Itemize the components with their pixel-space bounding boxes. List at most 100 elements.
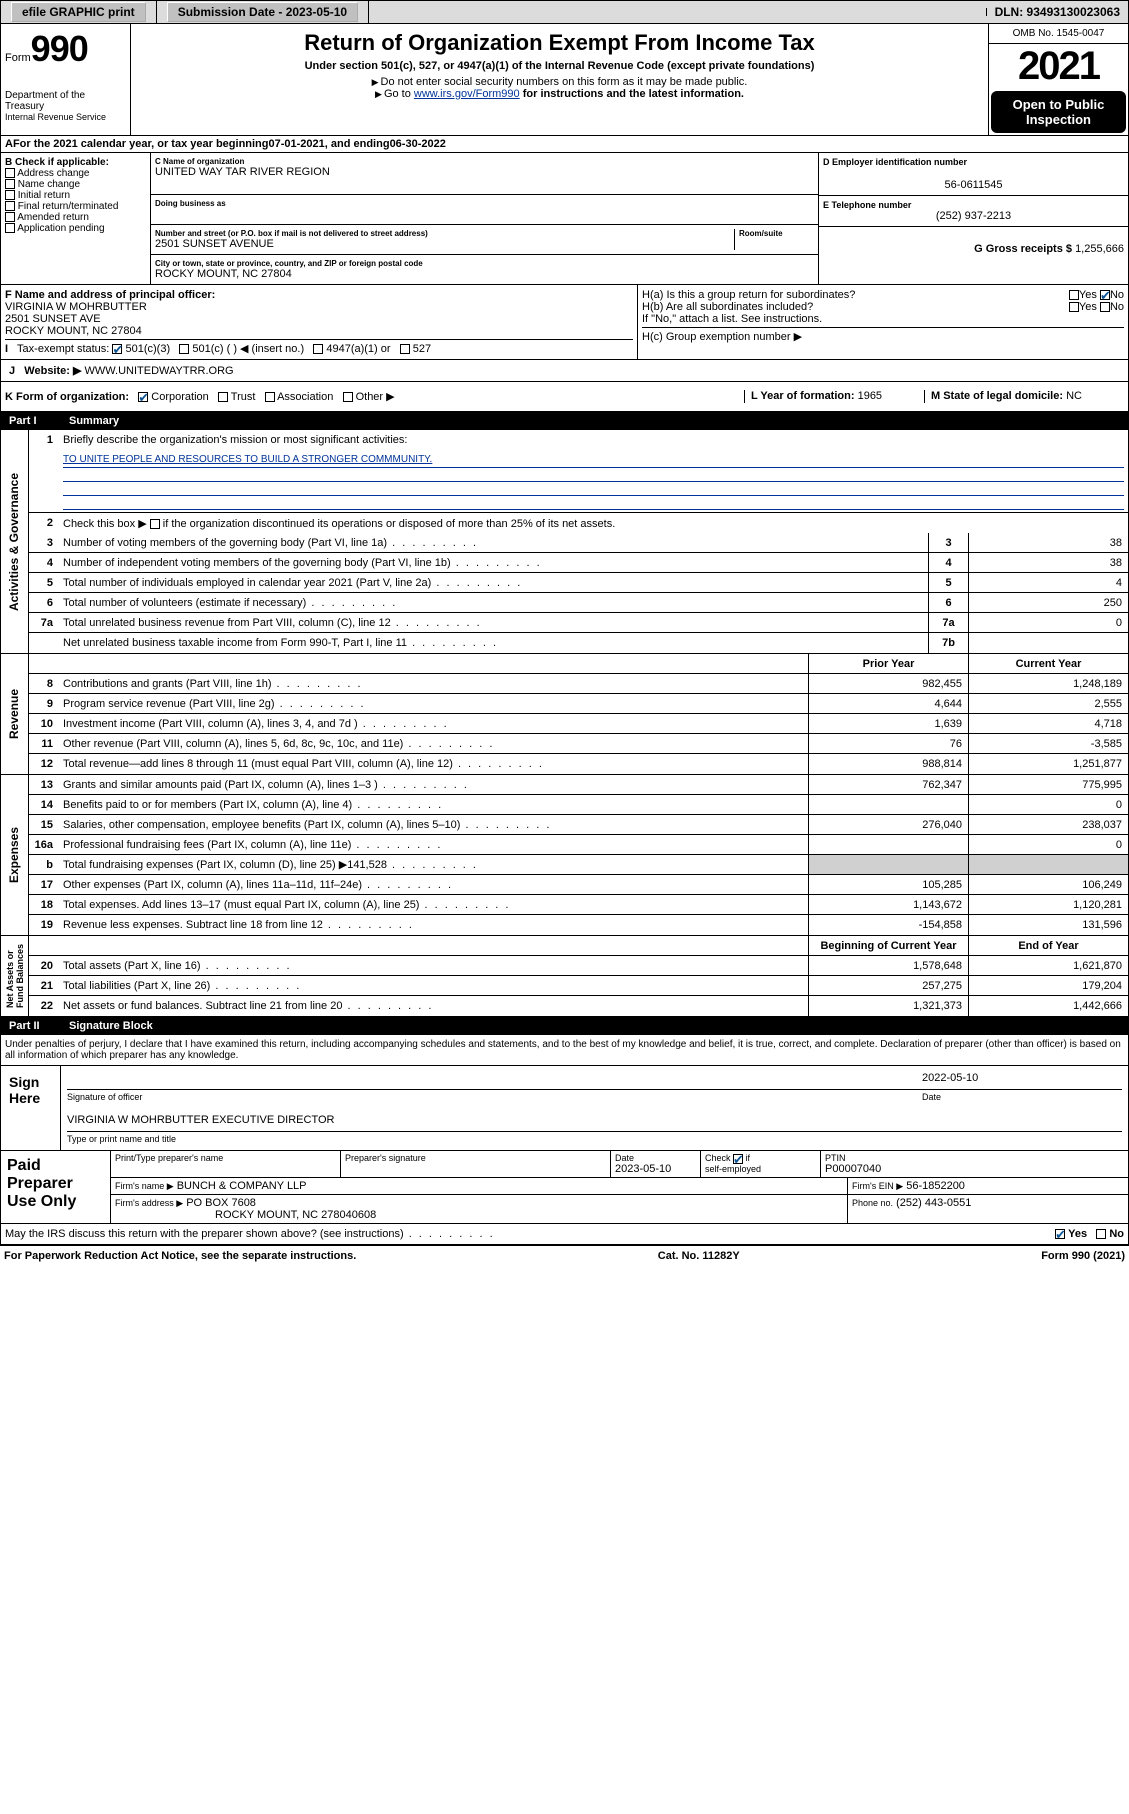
form-prefix: Form (5, 52, 31, 64)
current-value: 1,442,666 (968, 996, 1128, 1016)
chk-527[interactable] (400, 344, 410, 354)
chk-501c[interactable] (179, 344, 189, 354)
part1-header: Part ISummary (0, 412, 1129, 430)
chk-corp[interactable] (138, 392, 148, 402)
prior-value (808, 795, 968, 814)
prior-value: 1,143,672 (808, 895, 968, 914)
line-value (968, 633, 1128, 653)
summary-desc: Contributions and grants (Part VIII, lin… (59, 676, 808, 692)
q1-text: Briefly describe the organization's miss… (59, 432, 1128, 448)
part2-header: Part IISignature Block (0, 1017, 1129, 1035)
current-value: 1,621,870 (968, 956, 1128, 975)
chk-discontinued[interactable] (150, 519, 160, 529)
prep-date: 2023-05-10 (615, 1163, 696, 1175)
sign-here-label: Sign Here (1, 1066, 61, 1150)
current-value: 775,995 (968, 775, 1128, 794)
chk-hb-no[interactable] (1100, 302, 1110, 312)
activities-governance: Activities & Governance 1Briefly describ… (0, 430, 1129, 654)
chk-b-item[interactable] (5, 212, 15, 222)
line-box: 7a (928, 613, 968, 632)
summary-desc: Total expenses. Add lines 13–17 (must eq… (59, 897, 808, 913)
city-state-zip: ROCKY MOUNT, NC 27804 (155, 268, 814, 280)
footer-right: Form 990 (2021) (1041, 1250, 1125, 1262)
current-value: 1,248,189 (968, 674, 1128, 693)
summary-desc: Other expenses (Part IX, column (A), lin… (59, 877, 808, 893)
prior-value: 1,321,373 (808, 996, 968, 1016)
prior-value: 4,644 (808, 694, 968, 713)
current-value (968, 855, 1128, 874)
room-label: Room/suite (739, 229, 814, 238)
chk-ha-no[interactable] (1100, 290, 1110, 300)
col-end: End of Year (968, 936, 1128, 955)
paid-preparer-block: Paid Preparer Use Only Print/Type prepar… (0, 1151, 1129, 1224)
current-value: 4,718 (968, 714, 1128, 733)
name-label: C Name of organization (155, 157, 814, 166)
chk-self-employed[interactable] (733, 1154, 743, 1164)
tax-exempt-label: Tax-exempt status: (17, 343, 109, 355)
chk-discuss-yes[interactable] (1055, 1229, 1065, 1239)
chk-other[interactable] (343, 392, 353, 402)
dba-label: Doing business as (155, 199, 814, 208)
dln-text: DLN: 93493130023063 (987, 1, 1128, 23)
summary-desc: Total liabilities (Part X, line 26) (59, 978, 808, 994)
officer-label: F Name and address of principal officer: (5, 289, 215, 301)
line-value: 0 (968, 613, 1128, 632)
gross-value: 1,255,666 (1075, 243, 1124, 255)
hc-label: H(c) Group exemption number ▶ (642, 327, 1124, 343)
prior-value: 982,455 (808, 674, 968, 693)
form-number: 990 (31, 28, 88, 69)
note-goto-pre: Go to (375, 88, 414, 100)
submission-button[interactable]: Submission Date - 2023-05-10 (167, 2, 358, 22)
officer-addr2: ROCKY MOUNT, NC 27804 (5, 325, 142, 337)
chk-hb-yes[interactable] (1069, 302, 1079, 312)
summary-desc: Benefits paid to or for members (Part IX… (59, 797, 808, 813)
dept-treasury: Department of the Treasury (5, 90, 126, 112)
chk-b-item[interactable] (5, 190, 15, 200)
chk-b-item[interactable] (5, 179, 15, 189)
efile-button[interactable]: efile GRAPHIC print (11, 2, 146, 22)
city-label: City or town, state or province, country… (155, 259, 814, 268)
form-subtitle: Under section 501(c), 527, or 4947(a)(1)… (137, 60, 982, 72)
omb-number: OMB No. 1545-0047 (989, 24, 1128, 44)
chk-ha-yes[interactable] (1069, 290, 1079, 300)
chk-501c3[interactable] (112, 344, 122, 354)
officer-name: VIRGINIA W MOHRBUTTER (5, 301, 147, 313)
prior-value: 988,814 (808, 754, 968, 774)
chk-4947[interactable] (313, 344, 323, 354)
expenses-section: Expenses 13Grants and similar amounts pa… (0, 775, 1129, 936)
line-a: A For the 2021 calendar year, or tax yea… (0, 136, 1129, 153)
prior-value: 762,347 (808, 775, 968, 794)
line-box: 5 (928, 573, 968, 592)
summary-desc: Revenue less expenses. Subtract line 18 … (59, 917, 808, 933)
mission-text: TO UNITE PEOPLE AND RESOURCES TO BUILD A… (63, 454, 1124, 468)
hb-note: If "No," attach a list. See instructions… (642, 313, 1124, 325)
chk-b-item[interactable] (5, 223, 15, 233)
hb-label: H(b) Are all subordinates included? (642, 301, 1069, 313)
discuss-row: May the IRS discuss this return with the… (0, 1224, 1129, 1245)
page-footer: For Paperwork Reduction Act Notice, see … (0, 1245, 1129, 1266)
date-label: Date (922, 1092, 1122, 1102)
checkbox-header: B Check if applicable: (5, 157, 109, 168)
chk-b-item[interactable] (5, 201, 15, 211)
irs-link[interactable]: www.irs.gov/Form990 (414, 88, 520, 100)
section-fh: F Name and address of principal officer:… (0, 285, 1129, 360)
q2-text: Check this box ▶ if the organization dis… (59, 515, 1128, 532)
chk-b-item[interactable] (5, 168, 15, 178)
revenue-section: Revenue Prior YearCurrent Year 8Contribu… (0, 654, 1129, 775)
chk-discuss-no[interactable] (1096, 1229, 1106, 1239)
street-address: 2501 SUNSET AVENUE (155, 238, 734, 250)
phone-value: (252) 937-2213 (823, 210, 1124, 222)
line-klm: K Form of organization: Corporation Trus… (0, 382, 1129, 412)
form-title: Return of Organization Exempt From Incom… (137, 30, 982, 56)
form-header: Form990 Department of the Treasury Inter… (0, 24, 1129, 136)
chk-trust[interactable] (218, 392, 228, 402)
current-value: 0 (968, 835, 1128, 854)
firm-name: BUNCH & COMPANY LLP (177, 1180, 307, 1192)
line-value: 4 (968, 573, 1128, 592)
chk-assoc[interactable] (265, 392, 275, 402)
current-value: 238,037 (968, 815, 1128, 834)
prior-value: -154,858 (808, 915, 968, 935)
prior-value: 276,040 (808, 815, 968, 834)
ha-label: H(a) Is this a group return for subordin… (642, 289, 1069, 301)
col-begin: Beginning of Current Year (808, 936, 968, 955)
